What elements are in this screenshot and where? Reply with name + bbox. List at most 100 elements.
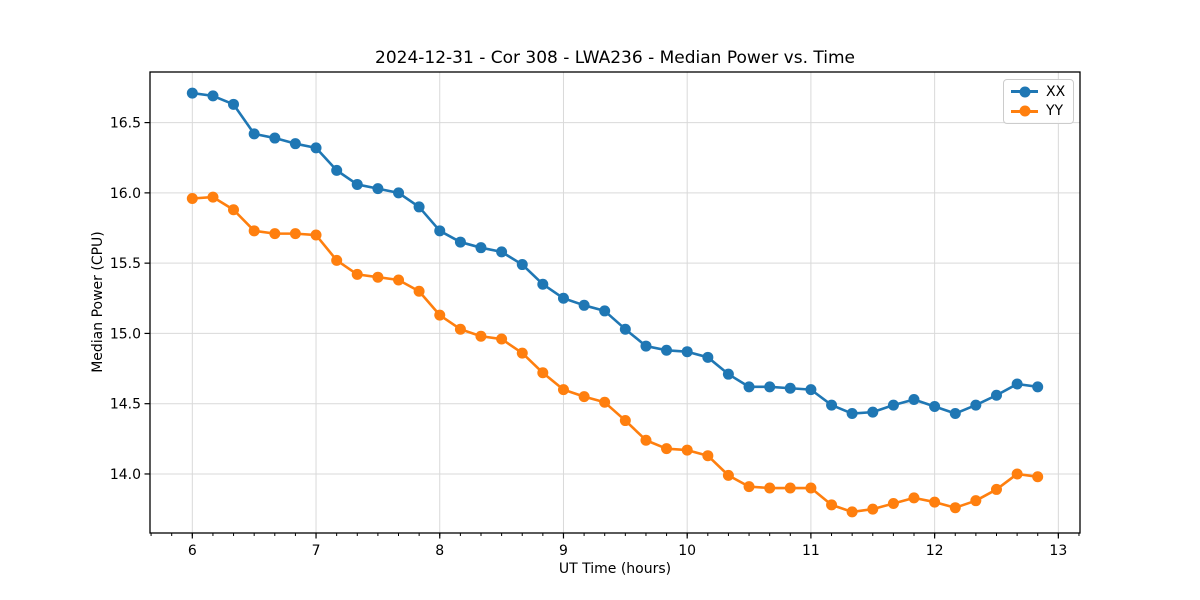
data-point xyxy=(929,496,941,508)
data-point xyxy=(805,482,817,494)
data-point xyxy=(1032,381,1044,393)
data-point xyxy=(248,128,260,140)
data-point xyxy=(248,225,260,237)
axes-ticks: 6 7 8 9 10 11 12 13 14.0 14.5 15.0 15.5 16.0 16.5 xyxy=(110,116,1080,559)
x-axis-label: UT Time (hours) xyxy=(558,561,672,577)
data-point xyxy=(207,90,219,102)
x-tick-label: 11 xyxy=(802,543,820,559)
data-point xyxy=(887,399,899,411)
data-point xyxy=(743,481,755,493)
data-point xyxy=(454,323,466,335)
data-point xyxy=(578,299,590,311)
data-point xyxy=(784,482,796,494)
y-tick-label: 14.5 xyxy=(110,397,141,413)
data-point xyxy=(619,323,631,335)
data-point xyxy=(228,204,240,216)
data-point xyxy=(599,305,611,317)
data-point xyxy=(516,347,528,359)
legend-marker-dot-icon xyxy=(1019,86,1030,98)
data-point xyxy=(269,228,281,240)
x-tick-label: 13 xyxy=(1049,543,1067,559)
data-point xyxy=(289,138,301,150)
legend-marker-dot-icon xyxy=(1019,105,1030,117)
data-point xyxy=(949,408,961,420)
data-point xyxy=(537,367,549,379)
data-point xyxy=(908,393,920,405)
data-point xyxy=(826,399,838,411)
data-point xyxy=(1011,468,1023,480)
data-point xyxy=(289,228,301,240)
data-point xyxy=(557,292,569,304)
x-tick-label: 6 xyxy=(188,543,197,559)
data-point xyxy=(722,368,734,380)
data-point xyxy=(867,503,879,515)
x-tick-label: 9 xyxy=(559,543,568,559)
data-point xyxy=(867,406,879,418)
data-point xyxy=(228,98,240,110)
data-point xyxy=(990,483,1002,495)
data-point xyxy=(454,236,466,248)
data-point xyxy=(413,285,425,297)
data-point xyxy=(764,381,776,393)
data-point xyxy=(434,309,446,321)
series-XX xyxy=(186,87,1044,420)
y-axis-label: Median Power (CPU) xyxy=(90,231,106,373)
data-point xyxy=(186,87,198,99)
data-point xyxy=(970,399,982,411)
series-YY xyxy=(186,191,1044,518)
data-point xyxy=(929,401,941,413)
data-point xyxy=(599,396,611,408)
data-point xyxy=(619,415,631,427)
series-line-YY xyxy=(192,195,1038,514)
data-point xyxy=(1011,378,1023,390)
data-point xyxy=(846,506,858,518)
data-point xyxy=(351,178,363,190)
legend-line-sample-icon xyxy=(1011,86,1038,98)
data-point xyxy=(393,187,405,199)
data-point xyxy=(846,408,858,420)
series-line-XX xyxy=(192,91,1038,415)
data-point xyxy=(990,389,1002,401)
data-point xyxy=(578,391,590,403)
legend-label-yy: YY xyxy=(1046,103,1064,120)
data-point xyxy=(516,259,528,271)
y-tick-label: 15.0 xyxy=(110,326,141,342)
data-point xyxy=(887,497,899,509)
data-point xyxy=(496,246,508,258)
data-point xyxy=(784,382,796,394)
data-point xyxy=(1032,471,1044,483)
data-point xyxy=(970,495,982,507)
chart-legend: XX YY xyxy=(1003,79,1074,124)
data-point xyxy=(475,330,487,342)
data-point xyxy=(310,229,322,241)
data-point xyxy=(743,381,755,393)
data-point xyxy=(661,443,673,455)
data-point xyxy=(805,384,817,396)
data-point xyxy=(351,268,363,280)
chart-title: 2024-12-31 - Cor 308 - LWA236 - Median P… xyxy=(375,48,855,68)
data-point xyxy=(661,344,673,356)
plot-border xyxy=(149,71,1081,534)
data-point xyxy=(764,482,776,494)
y-tick-label: 16.5 xyxy=(110,116,141,132)
x-tick-label: 8 xyxy=(435,543,444,559)
data-point xyxy=(186,192,198,204)
data-point xyxy=(722,469,734,481)
data-point xyxy=(434,225,446,237)
data-point xyxy=(393,274,405,286)
x-tick-label: 10 xyxy=(678,543,696,559)
y-tick-label: 14.0 xyxy=(110,467,141,483)
data-point xyxy=(826,499,838,511)
data-point xyxy=(331,254,343,266)
data-point xyxy=(372,271,384,283)
data-point xyxy=(640,434,652,446)
data-point xyxy=(331,164,343,176)
data-point xyxy=(908,492,920,504)
y-tick-label: 16.0 xyxy=(110,186,141,202)
data-point xyxy=(640,340,652,352)
data-point xyxy=(949,502,961,514)
legend-entry-xx: XX xyxy=(1011,83,1066,101)
data-point xyxy=(310,142,322,154)
data-point xyxy=(413,201,425,213)
data-point xyxy=(681,346,693,358)
